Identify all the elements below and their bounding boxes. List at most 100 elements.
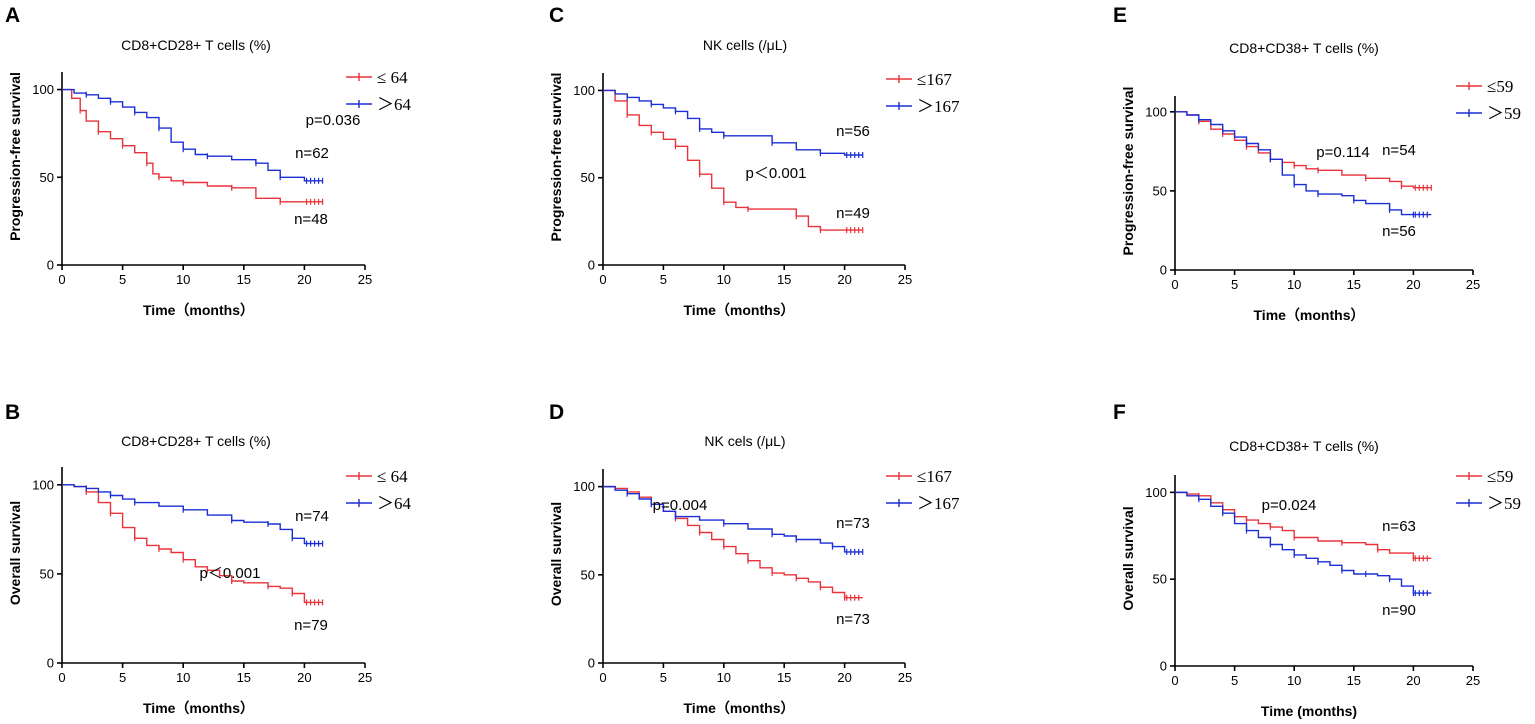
legend-item: ＞59 <box>1456 494 1521 513</box>
y-tick-label: 50 <box>40 566 54 581</box>
chart-title: CD8+CD38+ T cells (%) <box>1229 438 1379 454</box>
x-tick-label: 10 <box>176 670 190 685</box>
n-count-high: n=74 <box>295 508 329 525</box>
y-axis-label: Overall survival <box>548 502 564 606</box>
survival-curve-low <box>603 89 863 231</box>
y-axis-label: Progression-free survival <box>548 73 564 242</box>
x-tick-label: 25 <box>1466 673 1480 688</box>
x-axis-label: Time (months) <box>1261 703 1357 719</box>
legend-label: ≤167 <box>917 467 952 486</box>
y-tick-label: 100 <box>573 479 595 494</box>
panel-letter: A <box>5 4 20 27</box>
x-axis-label: Time（months） <box>143 700 254 716</box>
legend-label: ≤167 <box>917 70 952 89</box>
survival-curve-low <box>62 484 323 604</box>
x-tick-label: 0 <box>599 272 606 287</box>
x-tick-label: 5 <box>1231 277 1238 292</box>
y-tick-label: 0 <box>1160 263 1167 278</box>
legend-item: ≤ 64 <box>346 68 408 87</box>
legend-item: ＞64 <box>346 95 411 114</box>
legend-item: ＞59 <box>1456 104 1521 123</box>
x-tick-label: 20 <box>1406 673 1420 688</box>
n-count-high: n=73 <box>836 515 870 532</box>
y-tick-label: 100 <box>32 477 54 492</box>
n-count-high: n=63 <box>1382 518 1416 535</box>
p-value: p＜0.001 <box>200 565 261 582</box>
legend-label: ≤ 64 <box>377 68 408 87</box>
x-tick-label: 15 <box>1347 673 1361 688</box>
y-axis-label: Overall survival <box>7 501 23 605</box>
x-tick-label: 0 <box>1171 673 1178 688</box>
legend-label: ＞167 <box>917 97 960 116</box>
panel-letter: F <box>1113 401 1126 424</box>
panel-e: E CD8+CD38+ T cells (%) 0 5 10 15 20 25 0 50 100 Ti… <box>1113 4 1521 323</box>
chart-title: CD8+CD28+ T cells (%) <box>121 37 271 53</box>
y-tick-label: 0 <box>588 258 595 273</box>
x-tick-label: 5 <box>1231 673 1238 688</box>
legend-label: ≤59 <box>1487 467 1513 486</box>
x-tick-label: 10 <box>176 272 190 287</box>
x-tick-label: 20 <box>297 670 311 685</box>
x-tick-label: 10 <box>717 670 731 685</box>
x-tick-label: 10 <box>717 272 731 287</box>
legend-item: ≤59 <box>1456 77 1513 96</box>
y-tick-label: 100 <box>573 83 595 98</box>
chart-title: CD8+CD28+ T cells (%) <box>121 433 271 449</box>
legend-item: ＞64 <box>346 494 411 513</box>
x-tick-label: 5 <box>660 670 667 685</box>
legend-item: ＞167 <box>886 97 960 116</box>
p-value: p=0.024 <box>1262 497 1317 514</box>
x-tick-label: 20 <box>297 272 311 287</box>
x-tick-label: 25 <box>358 670 372 685</box>
x-tick-label: 20 <box>1406 277 1420 292</box>
n-count-low: n=49 <box>836 205 870 222</box>
y-tick-label: 100 <box>1145 104 1167 119</box>
x-axis-label: Time（months） <box>1254 307 1365 323</box>
y-axis-label: Progression-free survival <box>7 72 23 241</box>
p-value: p=0.114 <box>1316 144 1370 161</box>
legend-item: ≤167 <box>886 467 952 486</box>
x-tick-label: 25 <box>358 272 372 287</box>
x-tick-label: 5 <box>119 272 126 287</box>
panel-letter: C <box>549 4 564 27</box>
x-tick-label: 25 <box>898 670 912 685</box>
panel-letter: D <box>549 401 564 424</box>
legend-label: ＞167 <box>917 494 960 513</box>
panel-f: F CD8+CD38+ T cells (%) 0 5 10 15 20 25 0 50 100 Ti… <box>1113 401 1521 719</box>
legend-label: ＞64 <box>377 95 411 114</box>
x-tick-label: 10 <box>1287 673 1301 688</box>
n-count-low: n=90 <box>1382 602 1416 619</box>
x-tick-label: 0 <box>58 272 65 287</box>
x-tick-label: 15 <box>777 670 791 685</box>
survival-curve-high <box>1175 111 1432 216</box>
x-tick-label: 20 <box>837 272 851 287</box>
y-tick-label: 50 <box>1153 183 1167 198</box>
survival-curve-low <box>62 88 323 203</box>
legend-label: ≤59 <box>1487 77 1513 96</box>
x-tick-label: 20 <box>837 670 851 685</box>
n-count-low: n=73 <box>836 611 870 628</box>
n-count-high: n=56 <box>836 123 870 140</box>
x-tick-label: 15 <box>1347 277 1361 292</box>
legend-label: ＞64 <box>377 494 411 513</box>
x-tick-label: 25 <box>1466 277 1480 292</box>
y-tick-label: 50 <box>581 567 595 582</box>
x-tick-label: 0 <box>599 670 606 685</box>
legend-label: ＞59 <box>1487 104 1521 123</box>
p-value: p=0.036 <box>306 112 361 129</box>
y-tick-label: 100 <box>1145 485 1167 500</box>
x-tick-label: 0 <box>1171 277 1178 292</box>
y-axis-label: Overall survival <box>1120 506 1136 610</box>
n-count-low: n=79 <box>294 617 328 634</box>
legend-item: ≤167 <box>886 70 952 89</box>
p-value: p＜0.001 <box>746 165 807 182</box>
legend-item: ≤59 <box>1456 467 1513 486</box>
y-tick-label: 0 <box>47 258 54 273</box>
x-tick-label: 25 <box>898 272 912 287</box>
y-tick-label: 100 <box>32 82 54 97</box>
panel-b: B CD8+CD28+ T cells (%) 0 5 10 15 20 25 0 50 100 Ti… <box>5 401 411 716</box>
x-tick-label: 15 <box>777 272 791 287</box>
survival-curve-high <box>62 484 323 545</box>
legend-label: ＞59 <box>1487 494 1521 513</box>
x-axis-label: Time（months） <box>684 302 795 318</box>
